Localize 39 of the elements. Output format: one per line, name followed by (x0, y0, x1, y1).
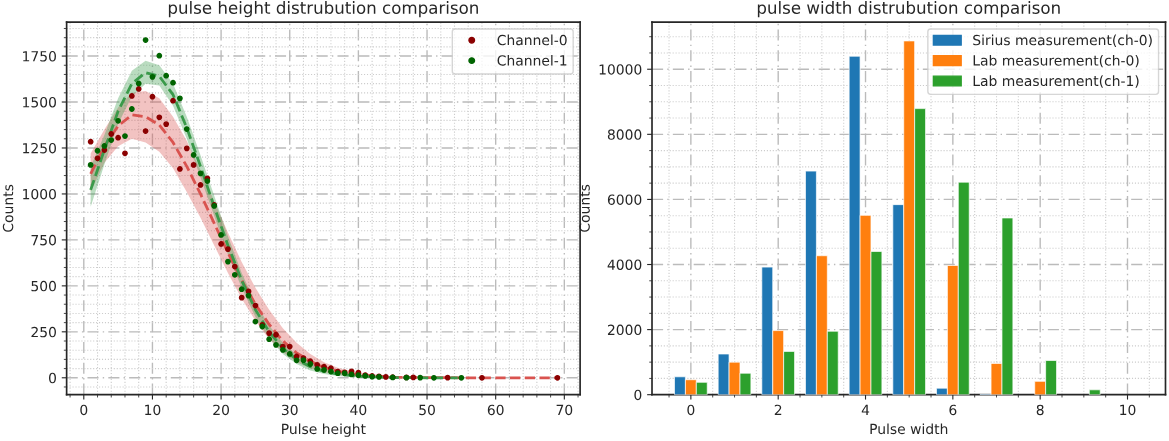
x-tick-label: 8 (1036, 404, 1044, 416)
y-tick-label: 2000 (607, 324, 642, 336)
y-tick-label: 250 (31, 326, 56, 338)
x-tick-label: 10 (1120, 404, 1136, 416)
chart-title: pulse width distrubution comparison (757, 1, 1060, 18)
x-tick-label: 50 (419, 404, 435, 416)
y-tick-label: 6000 (607, 194, 642, 205)
legend-label: Channel-1 (497, 54, 567, 66)
legend-label: Channel-0 (497, 34, 567, 46)
legend-label: Sirius measurement(ch-0) (973, 34, 1152, 47)
y-tick-label: 8000 (607, 129, 642, 140)
x-tick-label: 60 (487, 404, 504, 416)
y-tick-label: 1750 (23, 51, 56, 62)
x-tick-label: 40 (350, 404, 367, 416)
y-tick-label: 750 (31, 234, 56, 246)
legend-label: Lab measurement(ch-0) (973, 54, 1139, 68)
x-tick-label: 20 (213, 404, 229, 416)
x-tick-label: 0 (80, 404, 88, 416)
y-tick-label: 500 (31, 280, 56, 292)
x-tick-label: 0 (687, 404, 695, 416)
x-tick-label: 70 (556, 404, 573, 416)
x-tick-label: 30 (281, 404, 298, 416)
x-axis-title: Pulse height (282, 423, 366, 437)
y-tick-label: 0 (48, 372, 56, 384)
y-tick-label: 1500 (23, 96, 56, 108)
legend-label: Lab measurement(ch-1) (973, 75, 1139, 88)
y-tick-label: 1250 (23, 142, 56, 154)
x-tick-label: 4 (861, 404, 870, 415)
y-axis-title: Counts (579, 184, 590, 232)
x-tick-label: 6 (949, 404, 957, 416)
x-axis-title: Pulse width (870, 423, 948, 435)
chart-title: pulse height distrubution comparison (168, 1, 478, 18)
y-tick-label: 0 (634, 389, 642, 401)
y-tick-label: 4000 (607, 259, 642, 270)
y-axis-title: Counts (2, 184, 14, 232)
y-tick-label: 1000 (23, 188, 56, 200)
x-tick-label: 10 (145, 404, 161, 416)
y-tick-label: 10000 (599, 64, 642, 75)
x-tick-label: 2 (774, 404, 782, 415)
